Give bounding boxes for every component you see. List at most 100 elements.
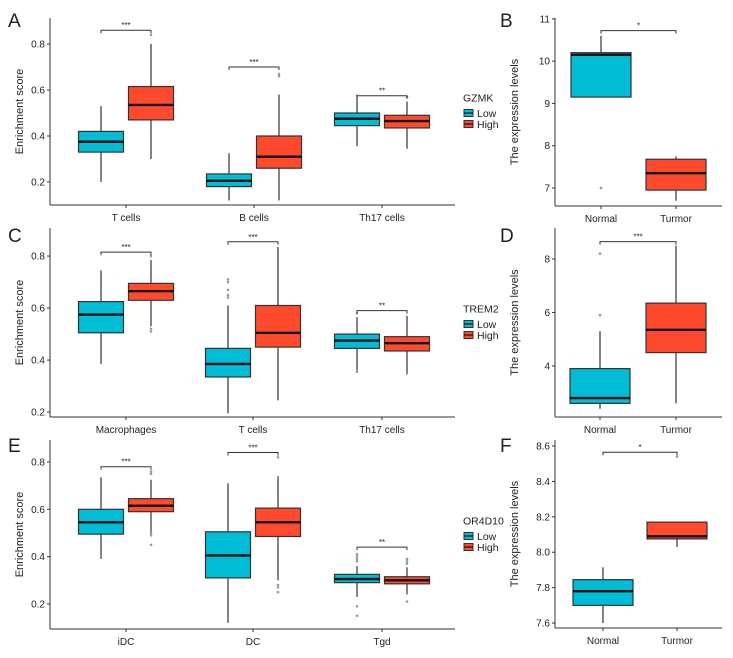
outlier-point (405, 562, 409, 566)
panel-label: A (8, 11, 21, 32)
significance-bracket: ** (356, 302, 408, 314)
legend-label-low: Low (477, 531, 497, 543)
outlier-point (149, 330, 153, 333)
significance-bracket: *** (227, 233, 279, 245)
outlier-point (355, 614, 359, 618)
panel-label: F (500, 436, 512, 457)
panel-D: D 4 6 8 The expression levels Normal Turmor *** (500, 226, 722, 436)
box (572, 579, 634, 606)
x-tick-label: Macrophages (96, 425, 157, 436)
x-tick-label: Turmor (661, 636, 694, 647)
significance-bracket: ** (356, 87, 408, 99)
panel-F: F 7.6 7.8 8.0 8.2 8.4 8.6 The expression levels… (500, 436, 722, 647)
box-tumor (646, 455, 708, 547)
y-tick-label: 9 (544, 99, 550, 110)
bracket-line (227, 241, 279, 245)
legend-label-high: High (477, 330, 499, 342)
box-tumor (645, 245, 707, 404)
outlier-point (276, 583, 280, 587)
x-tick-label: B cells (239, 213, 268, 224)
y-tick-label: 0.2 (31, 599, 45, 610)
y-axis-label: The expression levels (509, 269, 521, 376)
box-high (383, 557, 431, 603)
legend-label-low: Low (477, 108, 497, 120)
y-tick-label: 0.8 (31, 457, 45, 468)
panel-label: C (8, 226, 22, 247)
box-high (254, 246, 302, 401)
panel-A: A 0.2 0.4 0.6 0.8 Enrichment score T cells B ce… (8, 11, 499, 224)
outlier-point (226, 278, 230, 281)
x-tick-label: Tgd (373, 637, 390, 648)
outlier-point (149, 543, 153, 547)
bracket-line (228, 66, 280, 70)
box-low (333, 311, 381, 374)
box-low (333, 552, 381, 618)
y-tick-label: 8.0 (536, 548, 550, 559)
significance-label: * (637, 22, 640, 31)
box (254, 304, 302, 348)
significance-bracket: ** (356, 538, 408, 551)
outlier-point (149, 254, 153, 258)
box-normal (569, 252, 631, 409)
box-high (383, 95, 431, 149)
legend-title: TREM2 (463, 304, 499, 316)
y-tick-label: 10 (539, 57, 551, 68)
y-axis-label: Enrichment score (14, 492, 26, 578)
y-axis-label: The expression levels (509, 480, 521, 587)
outlier-point (355, 560, 359, 563)
y-tick-label: 6 (544, 308, 550, 319)
outlier-point (598, 252, 602, 255)
y-tick-label: 0.6 (31, 505, 45, 516)
box-high (254, 455, 302, 594)
outlier-point (226, 288, 230, 292)
outlier-point (149, 327, 153, 331)
y-tick-label: 7.8 (536, 583, 550, 594)
x-tick-label: Normal (584, 425, 616, 436)
significance-bracket: * (602, 443, 678, 456)
outlier-point (405, 560, 409, 563)
bracket-line (100, 29, 152, 34)
y-tick-label: 0.6 (31, 85, 45, 96)
legend-title: OR4D10 (463, 516, 504, 528)
outlier-point (276, 455, 280, 459)
outlier-point (149, 33, 153, 37)
significance-label: *** (248, 233, 257, 242)
x-tick-label: Turmor (660, 214, 693, 225)
y-tick-label: 4 (544, 361, 550, 372)
legend-title: GZMK (463, 93, 493, 105)
outlier-point (226, 296, 230, 299)
significance-label: *** (121, 21, 130, 30)
y-tick-label: 0.6 (31, 304, 45, 315)
x-tick-label: DC (246, 637, 260, 648)
significance-label: * (638, 443, 641, 452)
box (127, 85, 175, 121)
y-tick-label: 8 (544, 141, 550, 152)
y-tick-label: 8 (544, 255, 550, 266)
box (77, 300, 125, 334)
outlier-point (226, 280, 230, 284)
outlier-point (226, 293, 230, 297)
x-tick-label: T cells (239, 425, 268, 436)
box (204, 347, 252, 378)
box (645, 302, 707, 354)
box-high (127, 33, 175, 159)
y-tick-label: 0.8 (31, 252, 45, 263)
outlier-point (405, 600, 409, 603)
box-low (77, 477, 125, 559)
y-tick-label: 7.6 (536, 619, 550, 630)
significance-bracket: *** (599, 233, 677, 245)
y-tick-label: 0.4 (31, 552, 45, 563)
box-tumor (645, 156, 707, 201)
significance-bracket: *** (100, 458, 152, 470)
outlier-point (405, 557, 409, 561)
x-tick-label: Normal (585, 214, 617, 225)
outlier-point (277, 74, 281, 78)
outlier-point (149, 470, 153, 473)
outlier-point (675, 455, 679, 458)
panel-label: B (500, 11, 513, 32)
x-tick-label: Th17 cells (359, 213, 405, 224)
significance-label: *** (633, 233, 642, 242)
outlier-point (355, 370, 359, 374)
significance-bracket: *** (228, 58, 280, 70)
